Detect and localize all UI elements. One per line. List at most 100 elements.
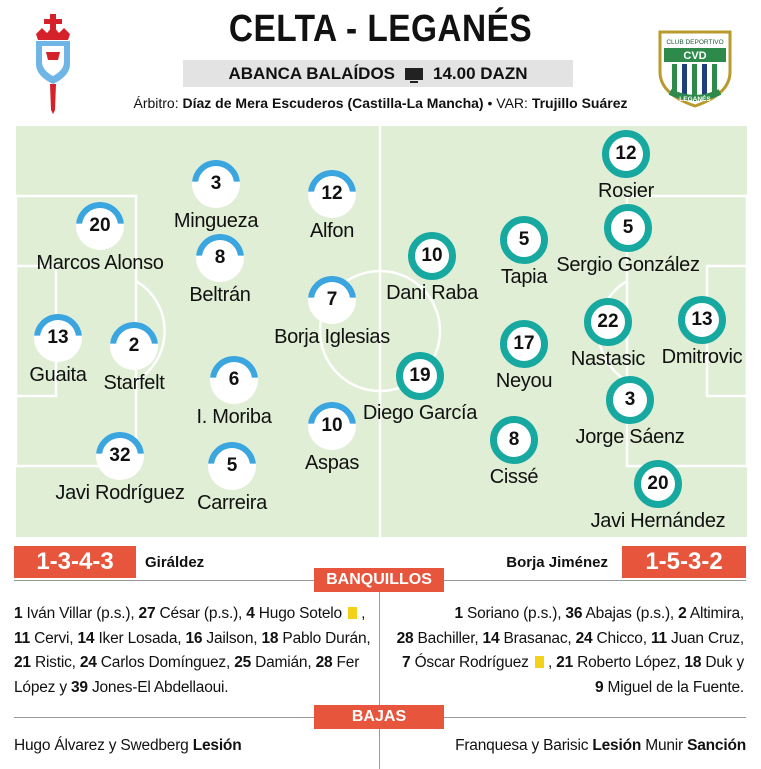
player-number: 12 bbox=[615, 143, 637, 164]
player-number-badge: 10 bbox=[408, 232, 456, 280]
player-number-badge: 32 bbox=[96, 432, 144, 480]
player-number: 20 bbox=[647, 473, 669, 494]
var-label: • VAR: bbox=[487, 95, 528, 111]
player-number-badge: 13 bbox=[678, 296, 726, 344]
player-celta: 8 Beltrán bbox=[110, 234, 330, 307]
player-number-badge: 22 bbox=[584, 298, 632, 346]
pitch: 13 Guaita 20 Marcos Alonso 2 Starfelt 32 Javi R… bbox=[14, 124, 749, 539]
match-title: CELTA - LEGANÉS bbox=[228, 8, 533, 50]
player-number-badge: 3 bbox=[192, 160, 240, 208]
player-name: Carreira bbox=[197, 492, 267, 514]
bench-number: 9 bbox=[595, 678, 604, 696]
player-number: 10 bbox=[421, 245, 443, 266]
player-name: Alfon bbox=[309, 220, 355, 242]
referee-label: Árbitro: bbox=[133, 95, 179, 111]
bench-text: Duk y bbox=[701, 654, 744, 671]
bench-text: Altimira, bbox=[686, 605, 744, 622]
bench-line: 28 Bachiller, 14 Brasanac, 24 Chicco, 11… bbox=[386, 627, 745, 652]
center-divider bbox=[379, 592, 380, 769]
player-number-badge: 19 bbox=[396, 352, 444, 400]
stadium-name: ABANCA BALAÍDOS bbox=[228, 63, 396, 83]
player-number-badge: 2 bbox=[110, 322, 158, 370]
bench-text: Iker Losada, bbox=[94, 629, 186, 647]
bench-text: Abajas (p.s.), bbox=[582, 605, 679, 622]
bench-text: Cervi, bbox=[30, 629, 78, 647]
bench-number: 11 bbox=[650, 629, 667, 647]
player-name: Marcos Alonso bbox=[36, 252, 164, 274]
player-name: Diego García bbox=[362, 402, 478, 424]
player-number: 7 bbox=[326, 289, 338, 310]
bench-line: 11 Cervi, 14 Iker Losada, 16 Jailson, 18… bbox=[14, 627, 374, 652]
bench-number: 4 bbox=[246, 605, 255, 622]
player-celta: 12 Alfon bbox=[222, 170, 442, 243]
leganes-bajas-reason-2: Sanción bbox=[687, 737, 746, 754]
player-number-badge: 3 bbox=[606, 376, 654, 424]
tv-icon bbox=[405, 67, 424, 83]
player-name: Starfelt bbox=[103, 372, 165, 394]
bench-text: Carlos Domínguez, bbox=[96, 654, 235, 671]
player-name: Neyou bbox=[495, 370, 553, 392]
player-number-badge: 12 bbox=[602, 130, 650, 178]
banquillos-divider-left bbox=[14, 580, 314, 581]
player-name: Sergio González bbox=[556, 254, 700, 276]
leganes-bajas-names: Franquesa y Barisic bbox=[455, 737, 593, 754]
bench-text: Ristic, bbox=[30, 654, 80, 671]
bench-number: 14 bbox=[77, 629, 95, 647]
bench-text: Miguel de la Fuente. bbox=[603, 678, 745, 696]
player-number-badge: 5 bbox=[208, 442, 256, 490]
broadcast-info: 14.00 DAZN bbox=[433, 63, 528, 83]
bench-number: 21 bbox=[14, 654, 31, 671]
player-name: Dmitrovic bbox=[661, 346, 743, 368]
bench-number: 36 bbox=[565, 605, 583, 622]
player-number: 6 bbox=[228, 369, 240, 390]
leganes-bajas-reason: Lesión bbox=[592, 737, 642, 754]
player-number: 19 bbox=[409, 365, 431, 386]
player-name: Rosier bbox=[598, 180, 654, 202]
player-name: Guaita bbox=[29, 364, 87, 386]
bench-line: 1 Soriano (p.s.), 36 Abajas (p.s.), 2 Al… bbox=[386, 602, 744, 627]
player-name: Mingueza bbox=[173, 210, 259, 232]
bench-number: 16 bbox=[185, 629, 203, 647]
bench-text: Roberto López, bbox=[573, 654, 685, 671]
player-name: Javi Rodríguez bbox=[55, 482, 185, 504]
player-celta: 13 Guaita bbox=[0, 314, 168, 387]
player-number: 8 bbox=[214, 247, 226, 268]
var-name: Trujillo Suárez bbox=[531, 95, 628, 111]
player-number: 3 bbox=[624, 389, 636, 410]
bench-number: 25 bbox=[234, 654, 252, 671]
bench-number: 27 bbox=[138, 605, 156, 622]
bench-number: 1 bbox=[454, 605, 463, 622]
leganes-bench: 1 Soriano (p.s.), 36 Abajas (p.s.), 2 Al… bbox=[386, 602, 745, 700]
player-number: 32 bbox=[109, 445, 131, 466]
player-leganes: 19 Diego García bbox=[310, 352, 530, 425]
player-leganes: 3 Jorge Sáenz bbox=[520, 376, 740, 449]
bench-text: , bbox=[543, 654, 557, 671]
player-number-badge: 20 bbox=[76, 202, 124, 250]
player-celta: 6 I. Moriba bbox=[124, 356, 344, 429]
player-name: Dani Raba bbox=[386, 282, 478, 304]
bench-number: 24 bbox=[79, 654, 97, 671]
leganes-bajas: Franquesa y Barisic Lesión Munir Sanción bbox=[455, 734, 746, 759]
player-number-badge: 6 bbox=[210, 356, 258, 404]
player-name: Javi Hernández bbox=[590, 510, 726, 532]
player-number-badge: 8 bbox=[196, 234, 244, 282]
player-number-badge: 5 bbox=[604, 204, 652, 252]
match-header: CELTA - LEGANÉS ABANCA BALAÍDOS 14.00 DA… bbox=[0, 0, 761, 122]
player-number-badge: 13 bbox=[34, 314, 82, 362]
bench-number: 28 bbox=[396, 629, 414, 647]
bench-number: 2 bbox=[678, 605, 687, 622]
player-number: 22 bbox=[597, 311, 619, 332]
referee-name: Díaz de Mera Escuderos (Castilla-La Manc… bbox=[182, 95, 484, 111]
bench-number: 28 bbox=[315, 654, 333, 671]
leganes-coach: Borja Jiménez bbox=[506, 554, 608, 571]
bench-text: , bbox=[357, 605, 366, 622]
bench-text: Hugo Sotelo bbox=[254, 605, 347, 622]
bench-number: 18 bbox=[261, 629, 279, 647]
bench-line: 21 Ristic, 24 Carlos Domínguez, 25 Damiá… bbox=[14, 651, 374, 676]
bench-text: Jailson, bbox=[202, 629, 262, 647]
bench-text: López y bbox=[14, 678, 71, 696]
bench-text: Fer bbox=[332, 654, 360, 671]
player-number-badge: 7 bbox=[308, 276, 356, 324]
bench-number: 7 bbox=[402, 654, 411, 671]
bench-text: Pablo Durán, bbox=[278, 629, 371, 647]
